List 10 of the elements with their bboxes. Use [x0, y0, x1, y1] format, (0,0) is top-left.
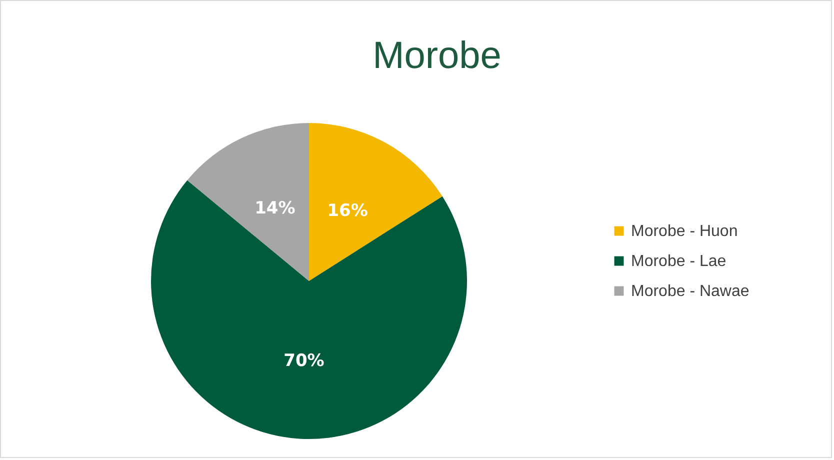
- pie-slice: [151, 180, 467, 439]
- legend-label: Morobe - Huon: [631, 223, 738, 240]
- chart-title: Morobe: [372, 35, 502, 77]
- pie-slice: [187, 123, 309, 281]
- data-label: 70%: [284, 350, 324, 371]
- data-label: 16%: [327, 200, 368, 221]
- legend-label: Morobe - Lae: [631, 253, 726, 270]
- pie-slice: [309, 123, 442, 281]
- legend-label: Morobe - Nawae: [631, 283, 750, 300]
- data-label: 14%: [254, 198, 296, 219]
